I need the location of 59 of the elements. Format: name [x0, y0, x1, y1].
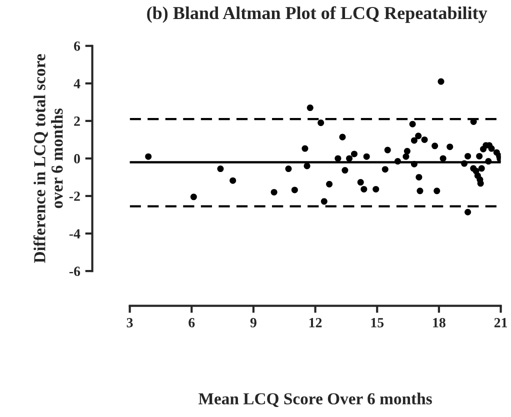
point: [402, 153, 410, 160]
point: [372, 186, 380, 192]
y-axis-title: Difference in LCQ total score over 6 months: [33, 54, 63, 263]
point: [217, 166, 224, 172]
point: [409, 120, 416, 128]
x-axis-title: Mean LCQ Score Over 6 months: [198, 392, 432, 407]
point: [326, 180, 333, 188]
point: [421, 136, 428, 143]
y-tick-label: 2: [74, 116, 80, 126]
x-tick-label: 12: [309, 318, 322, 328]
point: [488, 145, 495, 152]
y-tick-label: 6: [74, 41, 80, 51]
point: [432, 142, 438, 150]
point: [285, 166, 292, 172]
point: [434, 188, 440, 194]
y-tick-label: -4: [69, 229, 80, 238]
point: [302, 145, 308, 152]
point: [306, 104, 314, 112]
point: [291, 186, 298, 194]
y-tick-label: -2: [69, 192, 80, 201]
point: [446, 144, 454, 150]
point: [190, 194, 197, 200]
y-tick-label: -6: [69, 266, 80, 276]
point: [342, 167, 348, 174]
point: [382, 166, 388, 173]
point: [230, 177, 236, 184]
point: [438, 78, 444, 85]
point: [350, 150, 358, 158]
point: [339, 134, 346, 140]
x-tick-label: 15: [371, 318, 384, 328]
point: [464, 152, 472, 160]
point: [318, 120, 324, 126]
x-tick-label: 6: [188, 318, 195, 328]
point: [416, 174, 422, 180]
x-tick-label: 21: [494, 318, 508, 328]
point: [440, 155, 446, 162]
point: [384, 146, 391, 154]
point: [476, 152, 483, 160]
y-tick-label: 4: [74, 79, 80, 88]
point: [360, 186, 368, 192]
point: [334, 155, 342, 162]
y-tick-label: 0: [74, 154, 80, 164]
point: [145, 153, 152, 160]
point: [270, 188, 278, 196]
x-tick-label: 3: [126, 318, 133, 328]
point: [346, 155, 353, 162]
chart-title: (b) Bland Altman Plot of LCQ Repeatability: [147, 6, 488, 23]
point: [404, 148, 410, 154]
point: [415, 132, 422, 140]
point: [478, 165, 485, 172]
x-tick-label: 18: [433, 318, 446, 328]
point: [320, 198, 328, 205]
point: [416, 188, 424, 194]
point: [363, 153, 370, 160]
point: [410, 137, 418, 144]
point: [357, 179, 364, 186]
x-tick-label: 9: [250, 318, 256, 328]
point: [477, 180, 484, 187]
point: [464, 208, 472, 216]
